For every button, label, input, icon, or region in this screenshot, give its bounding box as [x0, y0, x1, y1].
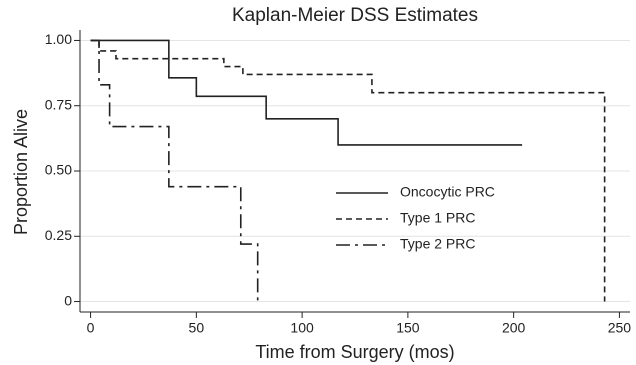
legend-label: Oncocytic PRC: [400, 184, 495, 200]
y-tick-label: 0.75: [45, 96, 72, 112]
y-axis-label: Proportion Alive: [11, 109, 31, 235]
x-tick-label: 0: [87, 320, 95, 336]
y-tick-label: 1.00: [45, 31, 72, 47]
plot-area: [80, 30, 630, 315]
chart-title: Kaplan-Meier DSS Estimates: [232, 5, 478, 26]
x-tick-label: 150: [396, 320, 420, 336]
y-tick-label: 0.50: [45, 162, 72, 178]
x-axis-label: Time from Surgery (mos): [255, 342, 454, 362]
x-tick-label: 200: [502, 320, 526, 336]
survival-line: [90, 39, 259, 302]
survival-line: [90, 39, 606, 302]
legend-label: Type 1 PRC: [400, 210, 475, 226]
x-tick-label: 50: [189, 320, 205, 336]
y-tick-label: 0.25: [45, 227, 72, 243]
x-tick-label: 100: [290, 320, 314, 336]
survival-line: [90, 39, 523, 146]
y-tick-label: 0: [64, 292, 72, 308]
legend-label: Type 2 PRC: [400, 236, 475, 252]
x-tick-label: 250: [608, 320, 632, 336]
